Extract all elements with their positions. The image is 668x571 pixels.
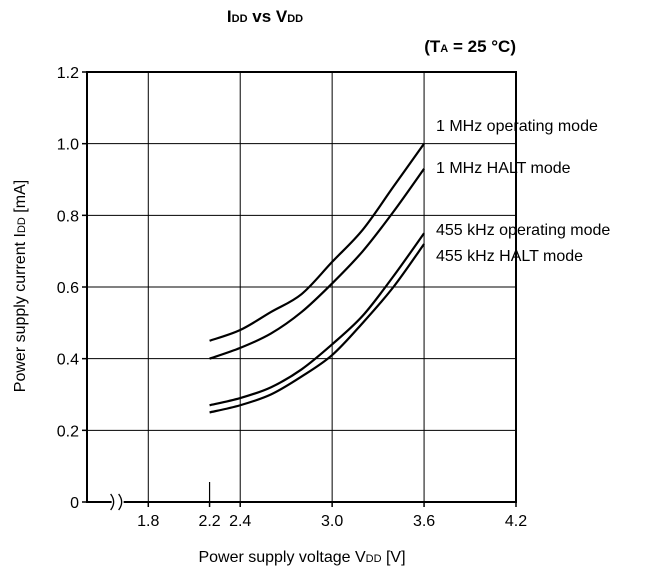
x-tick-label-5: 4.2 [505,513,527,530]
y-tick-label-2: 0.4 [57,352,79,369]
series-label-2: 455 kHz operating mode [436,222,610,239]
series-lines [209,143,425,414]
x-tick-label-4: 3.6 [413,513,435,530]
y-axis-label: Power supply current IDD [mA] [12,180,29,392]
grid-lines [86,71,517,503]
y-tick-label-1: 0.2 [57,423,79,440]
y-tick-label-3: 0.6 [57,280,79,297]
series-labels: 1 MHz operating mode 1 MHz HALT mode 455 k… [436,118,610,265]
y-tick-label-5: 1.0 [57,137,79,154]
y-tick-label-4: 0.8 [57,208,79,225]
x-tick-label-3: 3.0 [321,513,343,530]
x-tick-label-0: 1.8 [137,513,159,530]
series-label-1: 1 MHz HALT mode [436,160,571,177]
tick-labels: 0 0.2 0.4 0.6 0.8 1.0 1.2 1.8 2.2 2.4 3.0 3.6 4.2 [57,65,527,530]
chart-subtitle: (TA = 25 °C) [424,37,516,56]
series-line-2 [209,232,425,407]
tick-marks [82,71,517,511]
series-line-3 [209,243,425,414]
x-tick-label-2: 2.4 [229,513,251,530]
x-axis-label: Power supply voltage VDD [V] [198,549,405,566]
y-tick-label-0: 0 [70,495,79,512]
axis-break-right [118,493,123,511]
series-label-0: 1 MHz operating mode [436,118,598,135]
chart-title: IDD vs VDD [227,7,303,26]
axis-break-left [110,493,115,511]
y-tick-label-6: 1.2 [57,65,79,82]
series-line-0 [209,143,425,342]
x-tick-label-1: 2.2 [198,513,220,530]
series-label-3: 455 kHz HALT mode [436,248,583,265]
series-line-1 [209,168,425,360]
